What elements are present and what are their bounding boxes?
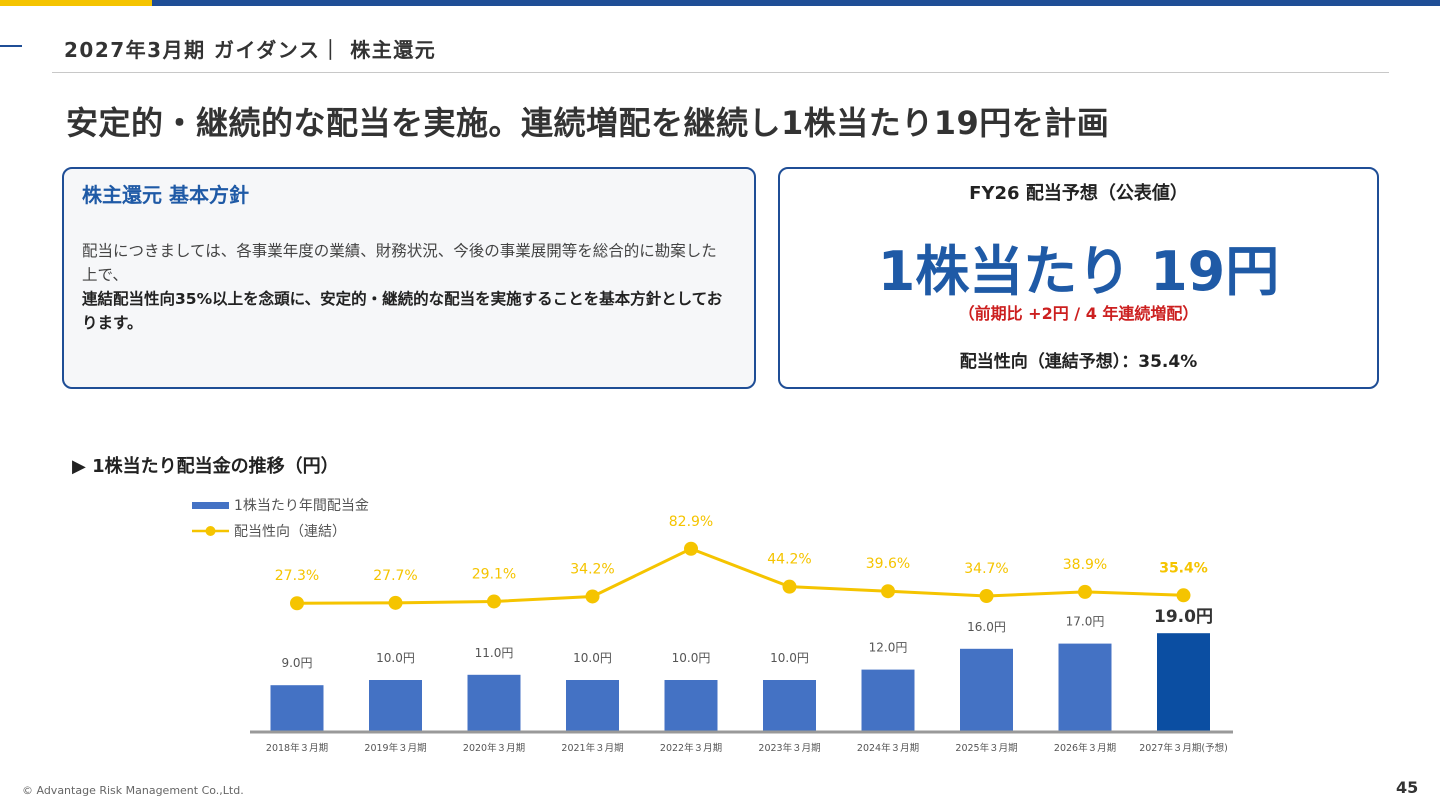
payout-ratio-label: 82.9% <box>669 514 713 530</box>
policy-body: 配当につきましては、各事業年度の業績、財務状況、今後の事業展開等を総合的に勘案し… <box>82 239 732 335</box>
x-tick-label: 2026年３月期 <box>1054 742 1116 754</box>
section-divider <box>52 72 1389 73</box>
top-accent-bar <box>0 0 1440 6</box>
bar-data-label: 10.0円 <box>672 651 711 665</box>
payout-ratio-point <box>979 588 994 603</box>
bar-data-label: 9.0円 <box>281 656 312 670</box>
payout-ratio-point <box>290 596 304 611</box>
bar-data-label: 10.0円 <box>770 651 809 665</box>
payout-ratio-point <box>1078 584 1092 599</box>
bar-data-label: 12.0円 <box>869 641 908 655</box>
x-tick-label: 2025年３月期 <box>955 742 1017 754</box>
policy-body-bold: 連結配当性向35%以上を念頭に、安定的・継続的な配当を実施することを基本方針とし… <box>82 290 723 332</box>
x-tick-label: 2019年３月期 <box>364 742 426 754</box>
bar-data-label: 16.0円 <box>967 620 1006 634</box>
x-tick-label: 2021年３月期 <box>561 742 623 754</box>
forecast-change-note: （前期比 +2円 / 4 年連続増配） <box>958 304 1199 323</box>
top-accent-bar-yellow <box>0 0 152 6</box>
payout-ratio-label: 27.7% <box>373 568 417 584</box>
forecast-payout-ratio: 配当性向（連結予想）：35.4% <box>959 352 1198 372</box>
bar-data-label: 11.0円 <box>475 646 514 660</box>
payout-ratio-point <box>585 589 600 604</box>
payout-ratio-point <box>388 595 403 610</box>
forecast-dividend-value: 1株当たり 19円 <box>877 240 1280 303</box>
bar <box>664 680 718 732</box>
policy-box: 株主還元 基本方針 配当につきましては、各事業年度の業績、財務状況、今後の事業展… <box>62 167 756 389</box>
bar <box>566 680 619 732</box>
payout-ratio-point <box>487 594 501 609</box>
payout-ratio-label: 34.2% <box>570 561 614 577</box>
legend-bar-label: 1株当たり年間配当金 <box>234 498 369 514</box>
payout-ratio-label: 35.4% <box>1159 560 1208 576</box>
bar <box>960 648 1013 732</box>
bar-data-label: 17.0円 <box>1066 615 1105 629</box>
policy-title: 株主還元 基本方針 <box>82 183 249 207</box>
copyright: © Advantage Risk Management Co.,Ltd. <box>22 784 244 797</box>
payout-ratio-line <box>296 547 1184 605</box>
payout-ratio-point <box>1176 588 1191 603</box>
x-tick-label: 2018年３月期 <box>266 742 328 754</box>
payout-ratio-point <box>684 541 698 556</box>
bar <box>1058 643 1112 732</box>
chart-section-title: ▶ 1株当たり配当金の推移（円） <box>72 456 339 477</box>
forecast-title: FY26 配当予想（公表値） <box>969 183 1188 204</box>
x-tick-label: 2020年３月期 <box>463 742 525 754</box>
x-tick-label: 2024年３月期 <box>857 742 919 754</box>
legend-line-marker <box>205 526 216 536</box>
page-number: 45 <box>1396 778 1419 797</box>
payout-ratio-point <box>881 584 895 599</box>
bar-data-label: 10.0円 <box>573 651 612 665</box>
x-tick-label: 2023年３月期 <box>758 742 820 754</box>
page-headline: 安定的・継続的な配当を実施。連続増配を継続し1株当たり19円を計画 <box>66 104 1110 142</box>
payout-ratio-label: 27.3% <box>275 568 319 584</box>
bar <box>1157 633 1210 732</box>
payout-ratio-label: 38.9% <box>1063 557 1107 573</box>
x-tick-label: 2022年３月期 <box>660 742 722 754</box>
bar-data-label: 19.0円 <box>1154 607 1213 627</box>
legend-line-label: 配当性向（連結） <box>234 524 346 540</box>
section-title: 2027年3月期 ガイダンス｜ 株主還元 <box>64 38 437 62</box>
bar-data-label: 10.0円 <box>376 651 415 665</box>
legend-bar-swatch <box>192 502 229 509</box>
bar <box>369 680 422 732</box>
payout-ratio-label: 44.2% <box>767 552 811 568</box>
bar <box>861 669 915 732</box>
payout-ratio-point <box>782 579 797 594</box>
section-marker <box>0 45 22 47</box>
forecast-box: FY26 配当予想（公表値） 1株当たり 19円 （前期比 +2円 / 4 年連… <box>778 167 1379 389</box>
bar <box>763 680 816 732</box>
payout-ratio-label: 34.7% <box>964 561 1008 577</box>
payout-ratio-label: 29.1% <box>472 566 516 582</box>
policy-body-plain: 配当につきましては、各事業年度の業績、財務状況、今後の事業展開等を総合的に勘案し… <box>82 242 717 284</box>
bar <box>270 685 324 732</box>
payout-ratio-label: 39.6% <box>866 556 910 572</box>
x-tick-label: 2027年３月期(予想) <box>1139 742 1228 754</box>
bar <box>467 674 521 732</box>
